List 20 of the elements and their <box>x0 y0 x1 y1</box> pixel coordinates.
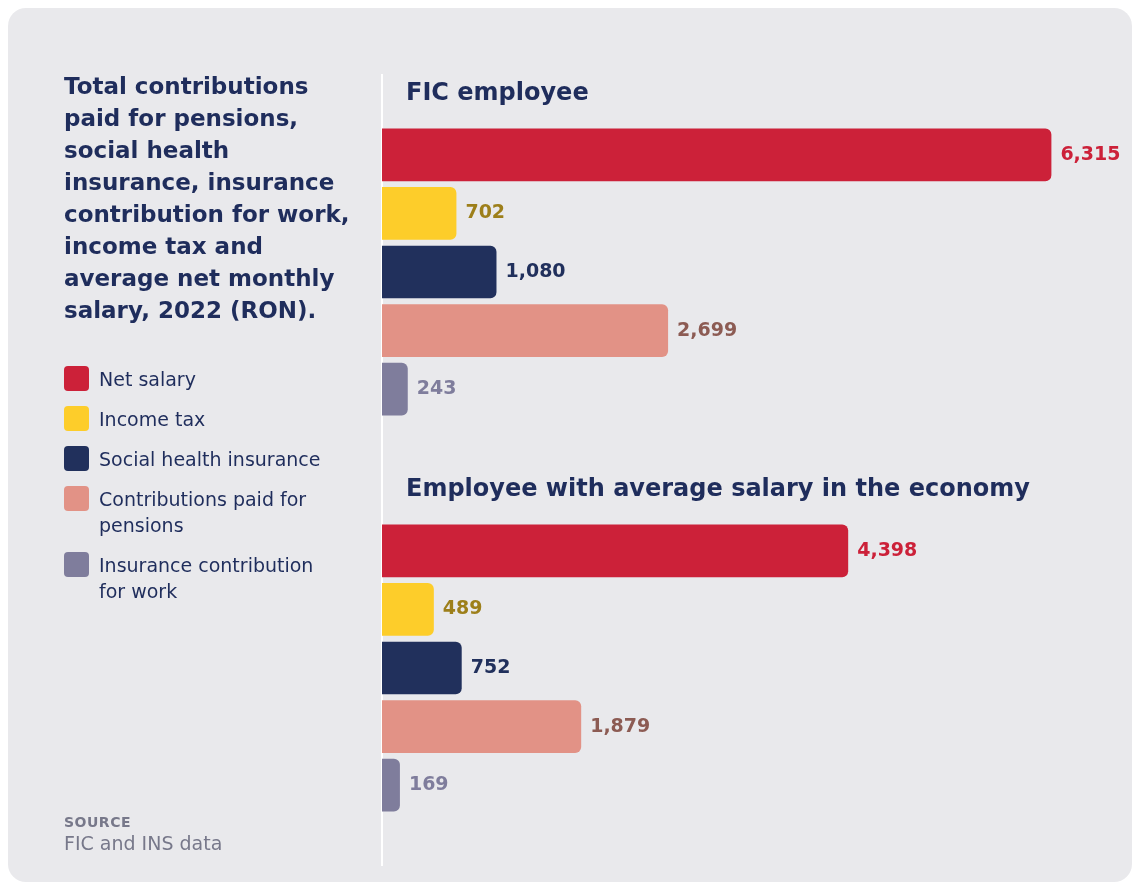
data-label: 4,398 <box>857 537 918 560</box>
y-tick-label: FIC employee <box>406 78 589 107</box>
y-tick-label: Employee with average salary in the economy <box>406 474 1031 503</box>
text: SOURCE <box>64 814 132 830</box>
data-label: 169 <box>408 772 449 795</box>
legend-label: Income tax <box>99 407 207 432</box>
data-label: 1,879 <box>590 713 651 736</box>
data-label: 6,315 <box>1060 141 1121 164</box>
text: FIC and INS data <box>64 832 223 854</box>
data-label: 1,080 <box>505 258 566 281</box>
legend-label: Social health insurance <box>99 447 322 472</box>
text: Total contributions paid for pensions, social health insurance, insurance contribution for work, income tax and average net monthly salary, 2022 (RON). <box>64 72 351 325</box>
data-label: 702 <box>465 200 506 223</box>
data-label: 752 <box>470 654 511 677</box>
data-label: 243 <box>416 376 457 399</box>
legend-label: Contributions paid for pensions <box>99 487 308 538</box>
data-label: 2,699 <box>677 317 738 340</box>
data-label: 489 <box>442 596 483 619</box>
legend-label: Net salary <box>99 367 197 392</box>
legend-label: Insurance contribution for work <box>99 553 315 604</box>
